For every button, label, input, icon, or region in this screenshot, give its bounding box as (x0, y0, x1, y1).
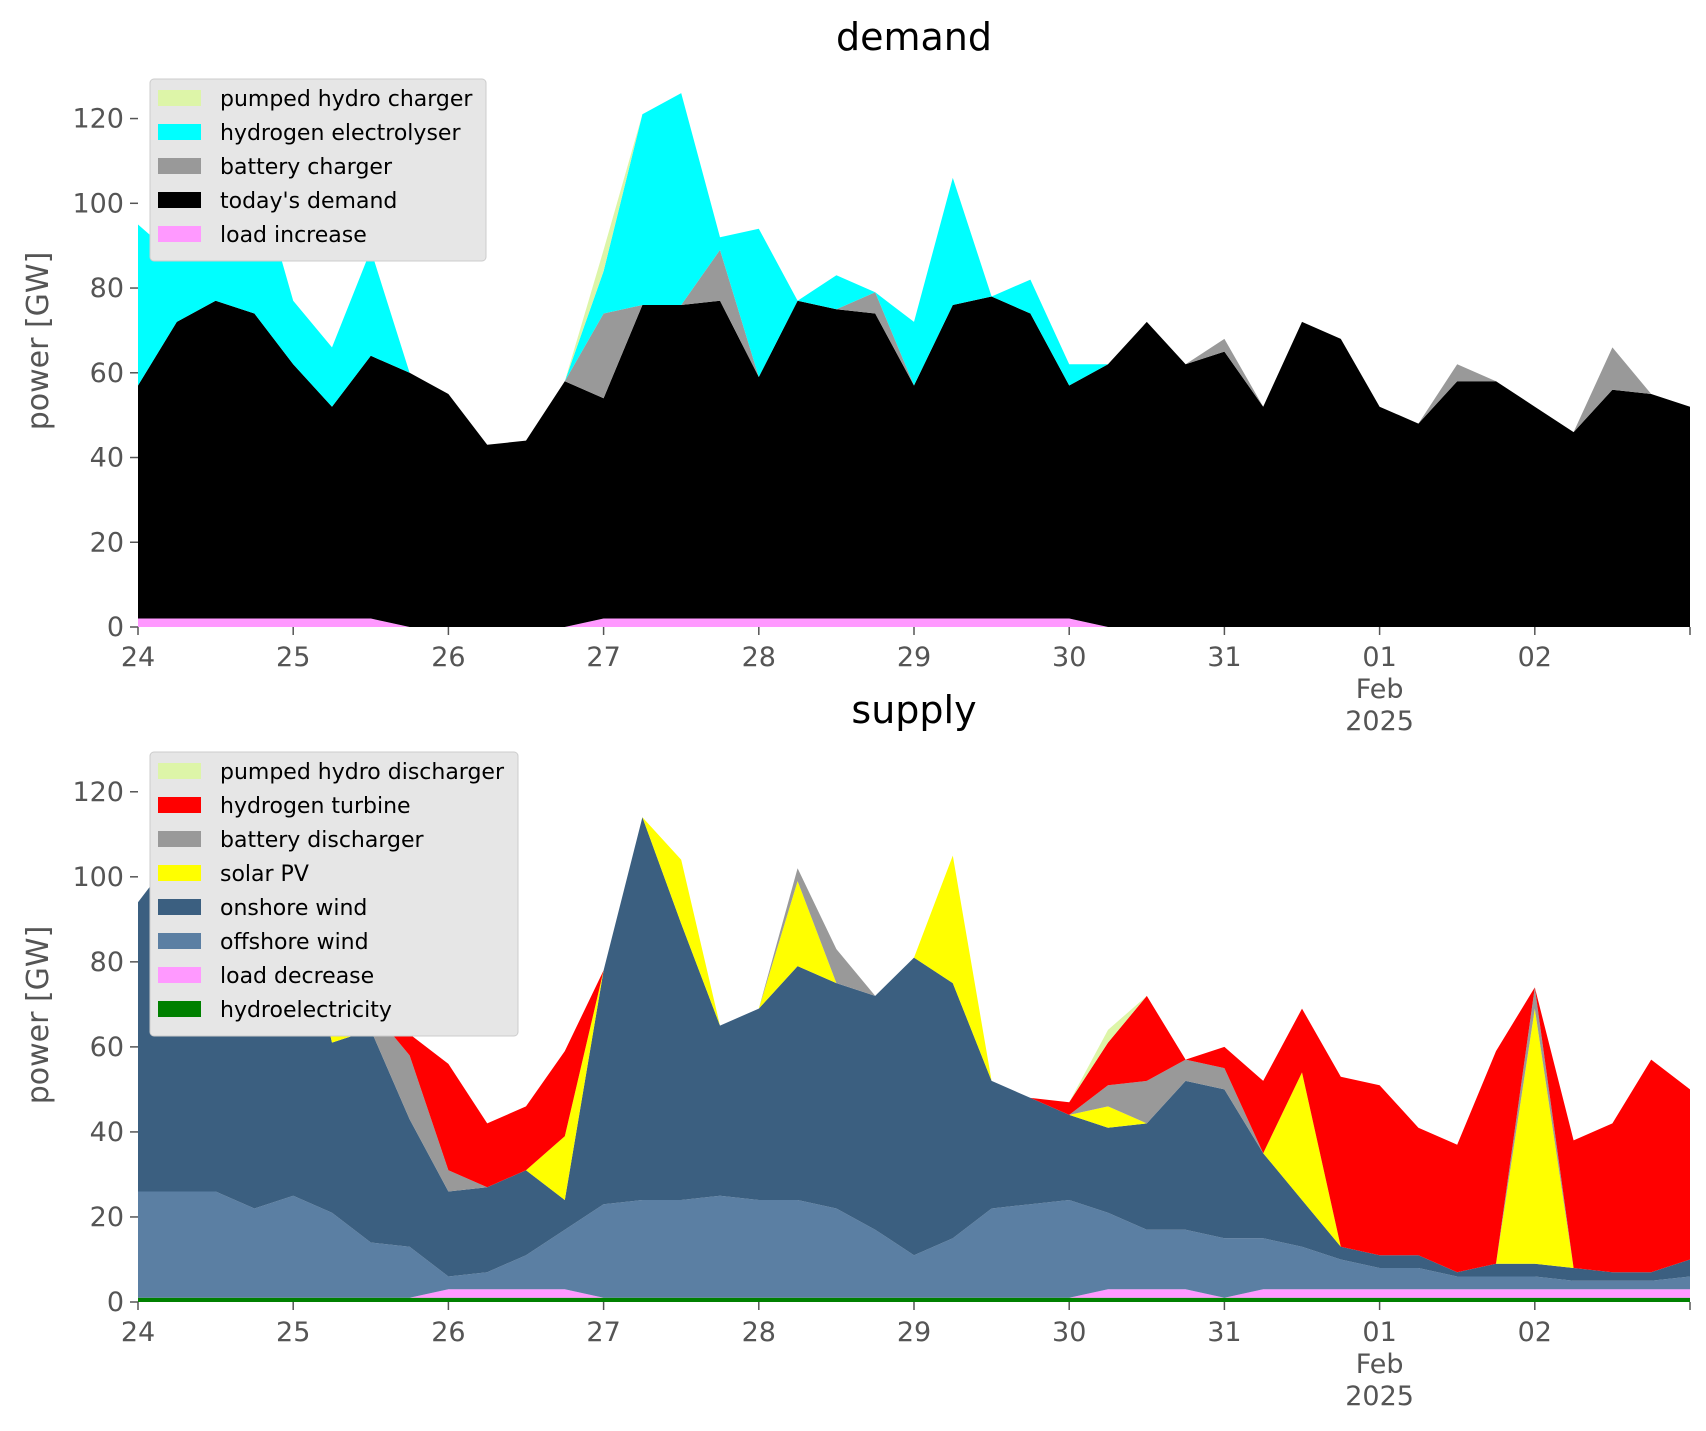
x-tick-year-label: 2025 (1345, 1381, 1414, 1412)
legend-swatch-today-s-demand (158, 192, 201, 208)
legend-label-pumped-hydro-charger: pumped hydro charger (220, 87, 473, 112)
y-tick-label: 20 (90, 1202, 124, 1233)
legend-label-onshore-wind: onshore wind (220, 896, 367, 921)
legend-label-hydroelectricity: hydroelectricity (220, 998, 392, 1023)
y-axis-label: power [GW] (21, 926, 56, 1105)
legend-label-battery-charger: battery charger (220, 155, 393, 180)
x-tick-label: 02 (1518, 642, 1552, 673)
legend-box (149, 78, 487, 262)
legend-swatch-offshore-wind (158, 933, 201, 949)
legend-swatch-pumped-hydro-discharger (158, 763, 201, 779)
x-tick-label: 24 (121, 642, 155, 673)
x-tick-label: 01 (1362, 1317, 1396, 1348)
x-tick-label: 31 (1207, 1317, 1241, 1348)
x-tick-label: 30 (1052, 642, 1086, 673)
legend-label-pumped-hydro-discharger: pumped hydro discharger (220, 760, 505, 785)
x-tick-label: 27 (586, 1317, 620, 1348)
x-tick-month-label: Feb (1356, 674, 1404, 705)
y-tick-label: 60 (90, 1032, 124, 1063)
legend-swatch-load-decrease (158, 967, 201, 983)
legend-label-load-increase: load increase (220, 223, 367, 248)
x-tick-label: 30 (1052, 1317, 1086, 1348)
y-axis-label: power [GW] (21, 252, 56, 431)
legend-label-hydrogen-turbine: hydrogen turbine (220, 794, 411, 819)
x-tick-label: 26 (431, 1317, 465, 1348)
legend: pumped hydro charger hydrogen electrolyse… (149, 78, 487, 262)
chart-title: demand (836, 15, 992, 59)
y-tick-label: 100 (72, 188, 124, 219)
area-hydrogen-electrolyser (138, 93, 1690, 445)
legend-swatch-battery-discharger (158, 831, 201, 847)
x-tick-label: 01 (1362, 642, 1396, 673)
area-load-decrease (138, 1289, 1690, 1298)
y-tick-label: 80 (90, 947, 124, 978)
y-tick-label: 0 (107, 612, 124, 643)
x-tick-label: 27 (586, 642, 620, 673)
x-tick-month-label: Feb (1356, 1349, 1404, 1380)
legend-label-hydrogen-electrolyser: hydrogen electrolyser (220, 121, 461, 146)
legend-label-load-decrease: load decrease (220, 964, 374, 989)
x-tick-label: 29 (897, 642, 931, 673)
x-tick-year-label: 2025 (1345, 706, 1414, 737)
legend: pumped hydro discharger hydrogen turbine b… (149, 751, 519, 1037)
x-tick-label: 31 (1207, 642, 1241, 673)
x-tick-label: 28 (742, 1317, 776, 1348)
y-tick-label: 60 (90, 358, 124, 389)
legend-swatch-load-increase (158, 226, 201, 242)
area-offshore-wind (138, 1191, 1690, 1298)
chart-title: supply (851, 688, 976, 732)
x-tick-label: 25 (276, 1317, 310, 1348)
legend-swatch-hydrogen-electrolyser (158, 124, 201, 140)
legend-swatch-hydrogen-turbine (158, 797, 201, 813)
area-solar-pv (138, 808, 1690, 1273)
x-tick-label: 26 (431, 642, 465, 673)
area-hydrogen-turbine (138, 808, 1690, 1273)
x-tick-label: 02 (1518, 1317, 1552, 1348)
area-onshore-wind (138, 817, 1690, 1281)
y-tick-label: 80 (90, 273, 124, 304)
x-tick-label: 28 (742, 642, 776, 673)
area-today-s-demand (138, 296, 1690, 627)
y-tick-label: 120 (72, 104, 124, 135)
y-tick-label: 120 (72, 777, 124, 808)
x-tick-label: 25 (276, 642, 310, 673)
y-tick-label: 20 (90, 527, 124, 558)
legend-label-offshore-wind: offshore wind (220, 930, 369, 955)
legend-swatch-pumped-hydro-charger (158, 90, 201, 106)
x-tick-label: 24 (121, 1317, 155, 1348)
legend-label-battery-discharger: battery discharger (220, 828, 425, 853)
area-hydroelectricity (138, 1297, 1690, 1302)
legend-label-today-s-demand: today's demand (220, 189, 397, 214)
x-tick-label: 29 (897, 1317, 931, 1348)
y-tick-label: 40 (90, 443, 124, 474)
legend-swatch-solar-pv (158, 865, 201, 881)
y-tick-label: 0 (107, 1287, 124, 1318)
legend-label-solar-pv: solar PV (220, 862, 309, 887)
y-tick-label: 40 (90, 1117, 124, 1148)
legend-box (149, 751, 519, 1037)
legend-swatch-onshore-wind (158, 899, 201, 915)
legend-swatch-battery-charger (158, 158, 201, 174)
y-tick-label: 100 (72, 862, 124, 893)
legend-swatch-hydroelectricity (158, 1001, 201, 1017)
area-load-increase (138, 618, 1690, 627)
